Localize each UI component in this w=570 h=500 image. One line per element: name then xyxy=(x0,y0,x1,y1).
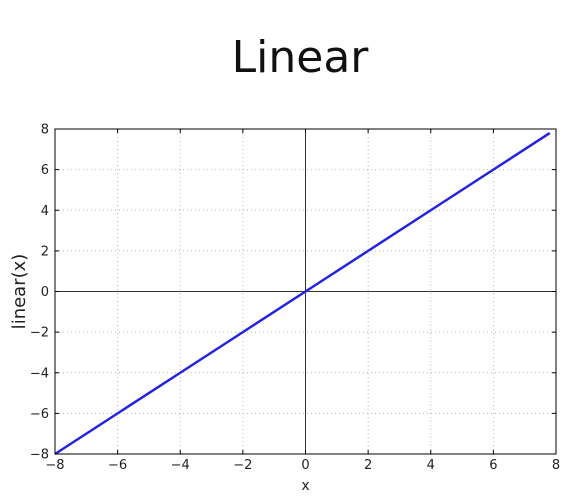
y-tick-label: 8 xyxy=(41,123,49,138)
y-tick-label: 2 xyxy=(41,244,49,259)
x-tick-label: −8 xyxy=(45,458,64,473)
y-tick-label: 0 xyxy=(41,285,49,300)
y-axis-label: linear(x) xyxy=(9,254,30,330)
x-tick-label: −2 xyxy=(233,458,252,473)
x-tick-labels: −8 −6 −4 −2 0 2 4 6 8 xyxy=(45,458,560,473)
x-tick-label: 6 xyxy=(489,458,497,473)
x-tick-label: −6 xyxy=(108,458,127,473)
y-tick-label: −6 xyxy=(30,407,49,422)
y-tick-label: 4 xyxy=(41,204,49,219)
tick-marks xyxy=(54,128,557,455)
series-layer xyxy=(54,132,551,456)
chart-title: Linear xyxy=(231,32,369,83)
x-tick-label: 2 xyxy=(364,458,372,473)
x-tick-label: 4 xyxy=(427,458,435,473)
x-tick-label: −4 xyxy=(171,458,190,473)
series-line xyxy=(54,132,551,456)
x-tick-label: 0 xyxy=(301,458,309,473)
y-tick-label: −2 xyxy=(30,326,49,341)
y-tick-labels: −8 −6 −4 −2 0 2 4 6 8 xyxy=(30,123,49,463)
x-axis-label: x xyxy=(301,478,309,494)
y-tick-label: −4 xyxy=(30,366,49,381)
x-tick-label: 8 xyxy=(552,458,560,473)
y-tick-label: −8 xyxy=(30,448,49,463)
y-tick-label: 6 xyxy=(41,163,49,178)
